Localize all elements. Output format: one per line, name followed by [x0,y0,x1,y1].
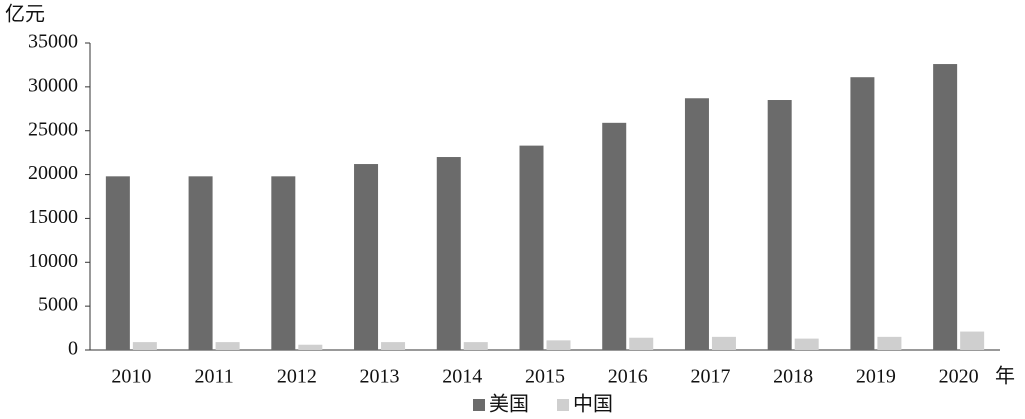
bar [436,157,461,350]
x-axis-label: 年 [995,365,1015,388]
bar [850,77,875,351]
y-tick-label: 25000 [28,118,78,140]
bar [298,344,323,350]
bar [711,336,736,350]
bar [463,342,488,350]
y-tick-label: 30000 [28,74,78,96]
y-tick-label: 0 [68,338,78,360]
x-tick-label: 2017 [690,366,730,388]
bar [271,176,296,350]
bar [767,100,792,350]
y-axis-label: 亿元 [5,3,45,26]
legend-label: 美国 [489,393,529,416]
bar [684,98,709,350]
x-tick-label: 2018 [773,366,813,388]
bar [546,340,571,350]
x-tick-label: 2019 [856,366,896,388]
bar [933,64,958,351]
bar [960,331,985,350]
bar [794,338,819,350]
x-tick-label: 2015 [525,366,565,388]
y-tick-label: 5000 [38,294,78,316]
bar [877,336,902,350]
y-tick-label: 35000 [28,31,78,53]
legend-swatch [473,399,485,411]
y-tick-label: 10000 [28,250,78,272]
legend-label: 中国 [573,393,613,416]
x-tick-label: 2013 [360,366,400,388]
bar [629,337,654,350]
x-tick-label: 2010 [111,366,151,388]
bar [381,342,406,350]
x-tick-label: 2014 [442,366,482,388]
bar [215,342,240,350]
bar [105,176,130,350]
y-tick-label: 20000 [28,162,78,184]
bar [519,145,544,350]
x-tick-label: 2011 [194,366,233,388]
y-tick-label: 15000 [28,206,78,228]
bar [602,122,627,350]
bar [354,164,379,350]
bar [132,342,157,350]
x-tick-label: 2020 [939,366,979,388]
x-tick-label: 2012 [277,366,317,388]
x-tick-label: 2016 [608,366,648,388]
bar [188,176,213,350]
legend-swatch [557,399,569,411]
